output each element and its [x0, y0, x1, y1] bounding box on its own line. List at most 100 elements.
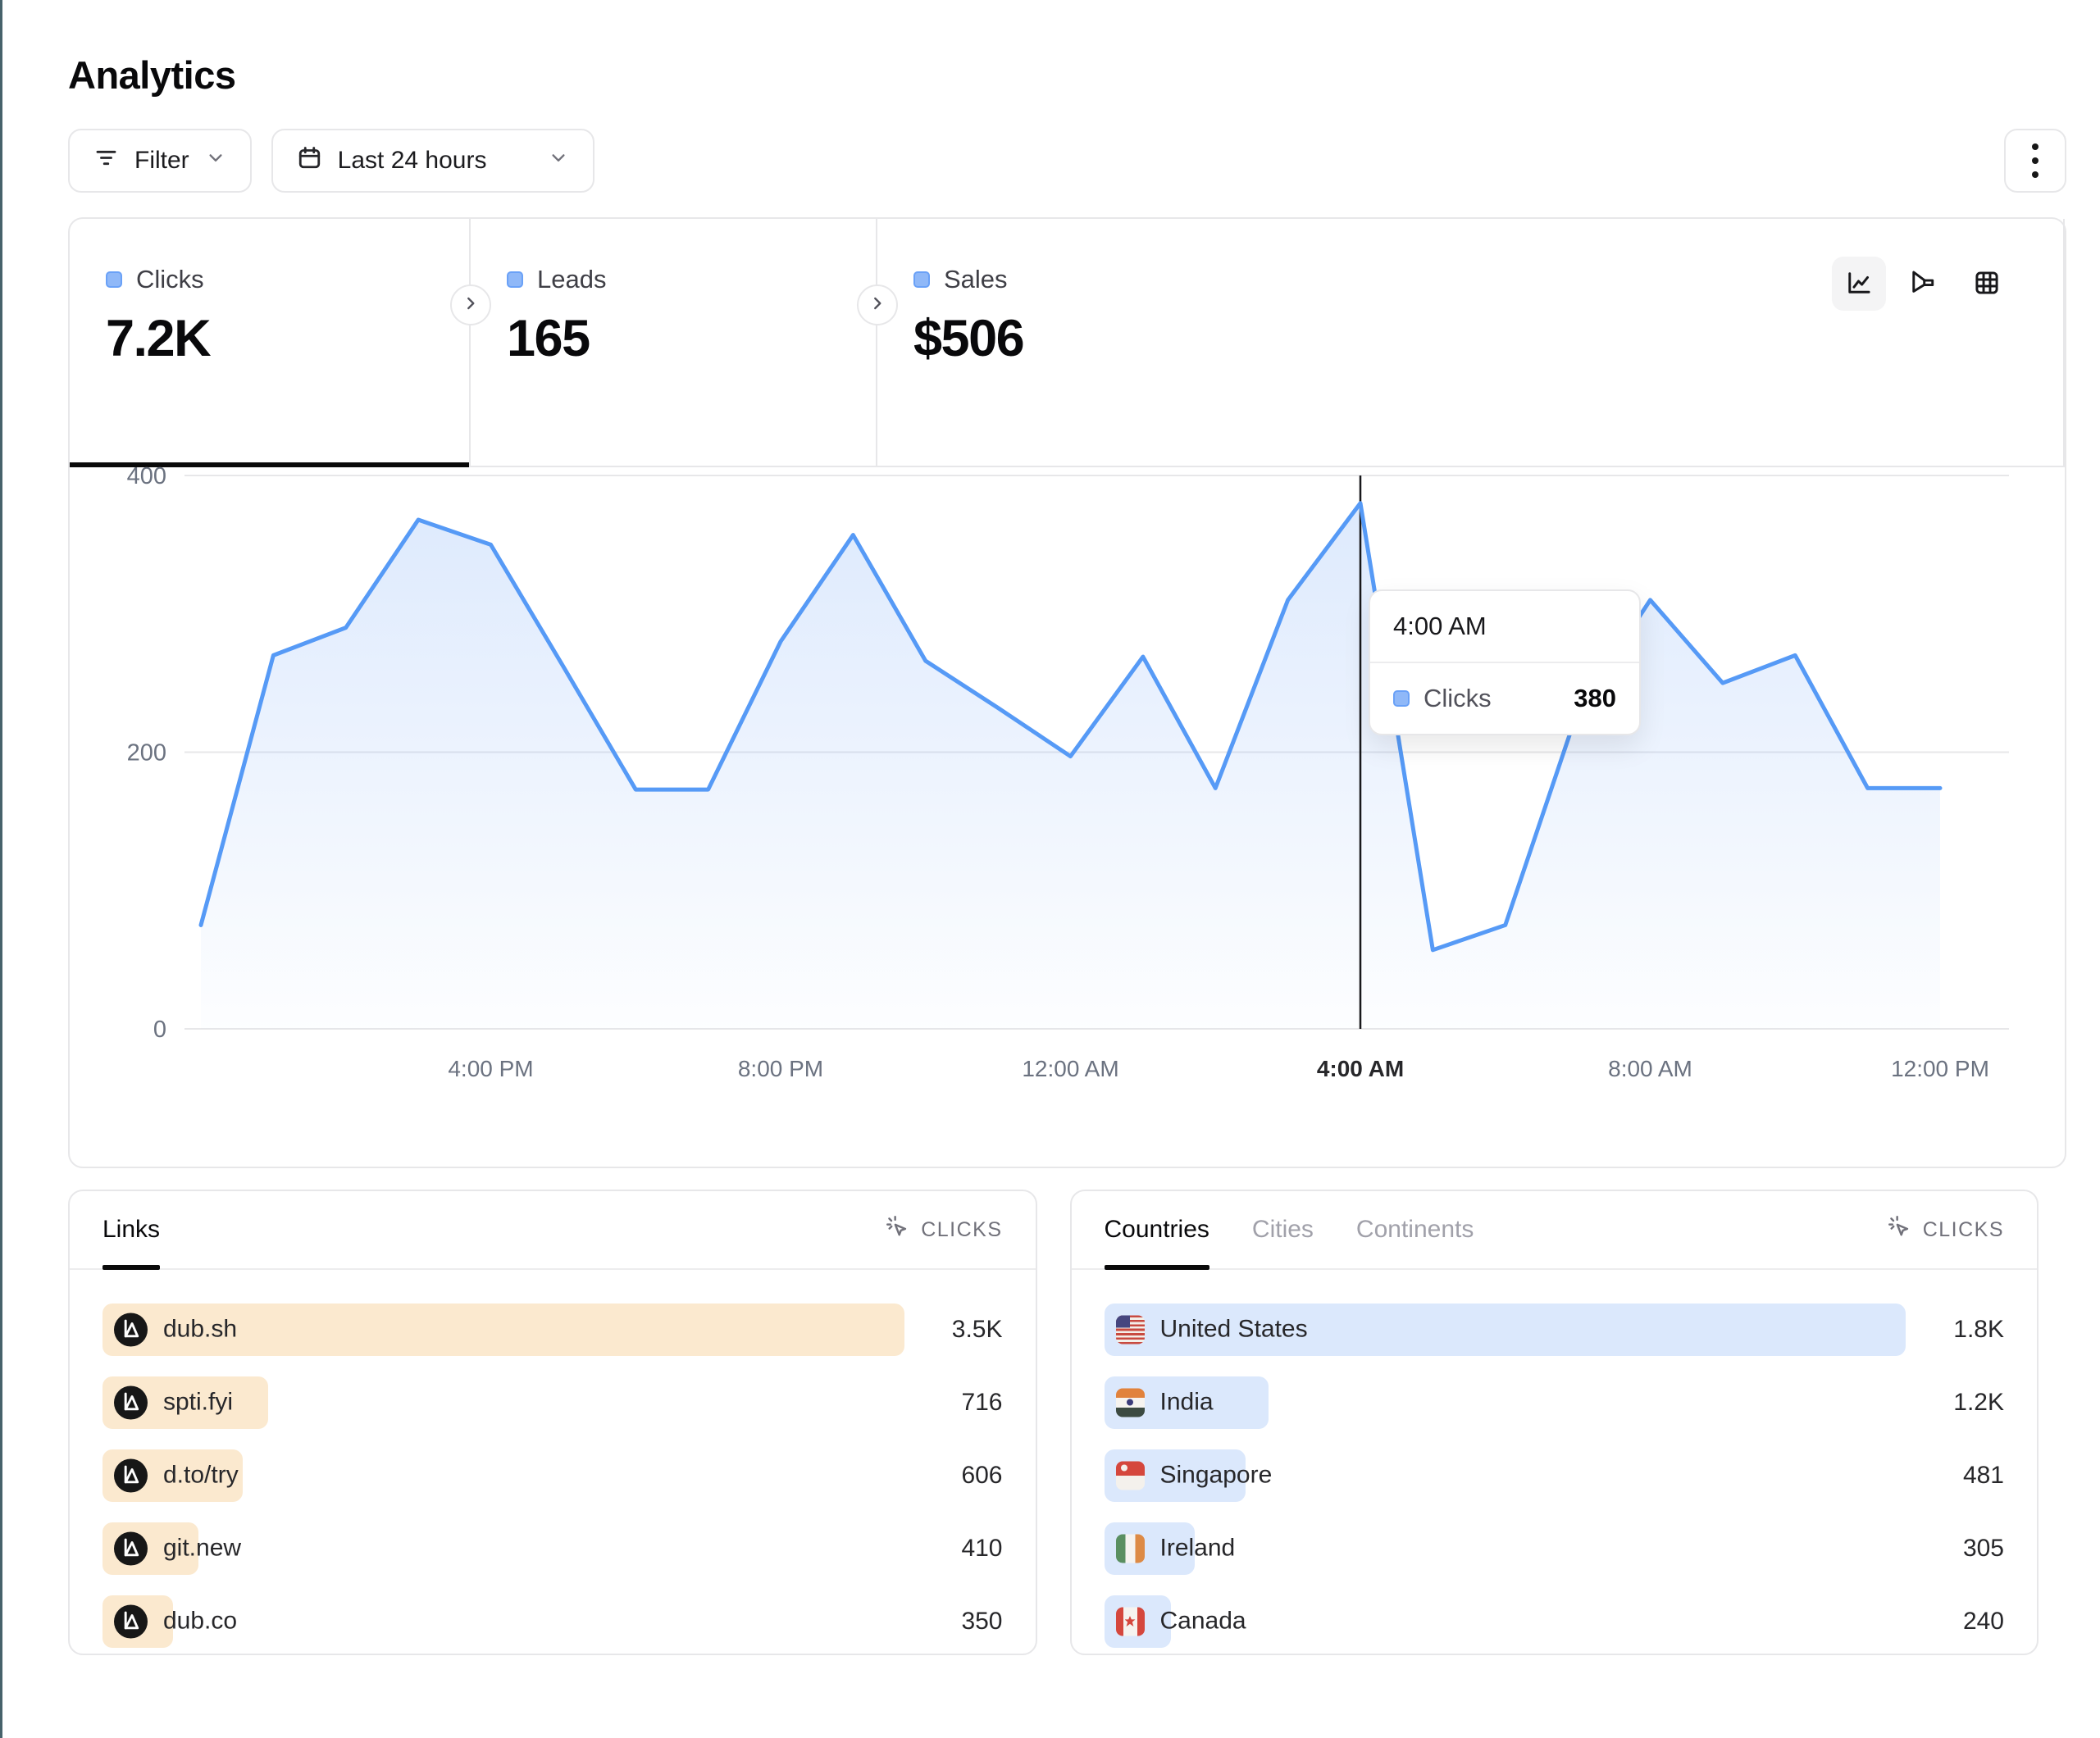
geo-tab[interactable]: Cities: [1251, 1216, 1314, 1243]
stat-divider-chevron-button[interactable]: [450, 284, 491, 325]
x-tick-label: 4:00 AM: [1317, 1056, 1404, 1081]
x-tick-label: 8:00 AM: [1608, 1056, 1692, 1081]
stat-tab-leads[interactable]: Leads 165: [471, 219, 877, 466]
x-tick-label: 12:00 AM: [1022, 1056, 1118, 1081]
filter-button-label: Filter: [134, 147, 189, 174]
date-range-button[interactable]: Last 24 hours: [271, 129, 594, 193]
stat-tab-clicks[interactable]: Clicks 7.2K: [70, 219, 471, 467]
analytics-chart-card: Clicks 7.2K Leads 165 Sales $506: [68, 217, 2066, 1168]
link-row[interactable]: dub.co 350: [102, 1585, 1003, 1654]
link-clicks-value: 410: [961, 1534, 1003, 1562]
clicks-area-fill: [201, 503, 1940, 1029]
country-row[interactable]: Ireland 305: [1104, 1512, 2004, 1585]
country-flag-icon: [1115, 1315, 1145, 1344]
link-name: git.new: [163, 1534, 242, 1562]
links-metric-header[interactable]: CLICKS: [885, 1191, 1002, 1268]
links-panel: Links CLICKS: [68, 1190, 1037, 1655]
sales-legend-square: [913, 271, 930, 288]
x-tick-label: 12:00 PM: [1891, 1056, 1989, 1081]
tooltip-value: 380: [1574, 684, 1616, 712]
leads-legend-square: [507, 271, 523, 288]
chevron-down-icon: [204, 146, 227, 175]
tooltip-series-name: Clicks: [1424, 684, 1492, 712]
chevron-down-icon: [547, 146, 570, 175]
table-view-button[interactable]: [1960, 257, 2014, 311]
country-row[interactable]: United States 1.8K: [1104, 1293, 2004, 1366]
link-row[interactable]: dub.sh 3.5K: [102, 1293, 1003, 1366]
kebab-menu-button[interactable]: [2004, 129, 2066, 193]
country-name: Singapore: [1159, 1461, 1273, 1489]
geo-tabs: Countries Cities Continents: [1104, 1191, 1474, 1270]
filter-icon: [93, 144, 120, 178]
link-name: d.to/try: [163, 1461, 239, 1489]
clicks-line: [198, 501, 1943, 953]
countries-panel-header: Countries Cities Continents CLICKS: [1071, 1191, 2037, 1270]
cursor-click-icon: [1887, 1214, 1912, 1245]
stat-value: 7.2K: [106, 310, 212, 367]
x-tick-label: 4:00 PM: [448, 1056, 533, 1081]
country-row[interactable]: India 1.2K: [1104, 1366, 2004, 1439]
link-row[interactable]: git.new 410: [102, 1512, 1003, 1585]
country-clicks-value: 240: [1962, 1607, 2004, 1635]
dub-logo-icon: [114, 1458, 148, 1492]
country-name: India: [1159, 1388, 1214, 1416]
stat-divider-chevron-button[interactable]: [857, 284, 898, 325]
geo-tab[interactable]: Continents: [1355, 1216, 1474, 1243]
country-flag-icon: [1115, 1461, 1145, 1490]
line-chart-icon: [1843, 267, 1875, 301]
link-row[interactable]: spti.fyi 716: [102, 1366, 1003, 1439]
link-clicks-value: 716: [961, 1388, 1003, 1416]
geo-tab[interactable]: Countries: [1104, 1191, 1210, 1270]
stat-label: Sales: [944, 265, 1008, 293]
links-list: dub.sh 3.5K: [70, 1270, 1036, 1654]
link-clicks-value: 350: [961, 1607, 1003, 1635]
country-clicks-bar: [1104, 1303, 1906, 1356]
stats-tabs: Clicks 7.2K Leads 165 Sales $506: [70, 219, 2065, 467]
tab-links[interactable]: Links: [102, 1191, 161, 1270]
link-name: spti.fyi: [163, 1388, 234, 1416]
y-tick-label: 0: [153, 1017, 166, 1043]
stat-label: Clicks: [136, 265, 204, 293]
dub-logo-icon: [114, 1313, 148, 1346]
stat-label: Leads: [537, 265, 607, 293]
dub-logo-icon: [114, 1385, 148, 1419]
y-tick-label: 200: [127, 740, 166, 767]
link-clicks-bar: [102, 1303, 904, 1356]
country-name: Canada: [1159, 1607, 1246, 1635]
country-clicks-value: 1.2K: [1953, 1388, 2004, 1416]
country-flag-icon: [1115, 1534, 1145, 1563]
link-clicks-value: 3.5K: [951, 1315, 1003, 1343]
country-flag-icon: [1115, 1388, 1145, 1417]
chevron-right-icon: [868, 293, 887, 317]
page-title: Analytics: [68, 53, 236, 97]
clicks-legend-square: [106, 271, 122, 288]
date-range-label: Last 24 hours: [337, 147, 487, 174]
country-name: Ireland: [1159, 1534, 1236, 1562]
funnel-view-button[interactable]: [1896, 257, 1950, 311]
tooltip-time-label: 4:00 AM: [1370, 591, 1639, 663]
line-chart-view-button[interactable]: [1832, 257, 1886, 311]
toolbar: Filter Last 24 hours: [68, 129, 2066, 193]
link-name: dub.co: [163, 1607, 238, 1635]
countries-metric-header[interactable]: CLICKS: [1887, 1191, 2004, 1268]
filter-button[interactable]: Filter: [68, 129, 252, 193]
link-name: dub.sh: [163, 1315, 238, 1343]
metric-label: CLICKS: [1922, 1217, 2004, 1241]
stat-value: 165: [507, 310, 590, 367]
stat-tab-sales[interactable]: Sales $506: [877, 219, 2065, 466]
table-grid-icon: [1971, 267, 2002, 301]
cursor-click-icon: [885, 1214, 910, 1245]
country-clicks-value: 1.8K: [1953, 1315, 2004, 1343]
link-row[interactable]: d.to/try 606: [102, 1439, 1003, 1512]
dub-logo-icon: [114, 1604, 148, 1638]
country-row[interactable]: Canada 240: [1104, 1585, 2004, 1654]
x-tick-label: 8:00 PM: [738, 1056, 823, 1081]
tooltip-legend-square: [1393, 690, 1410, 707]
country-name: United States: [1159, 1315, 1308, 1343]
chart-type-switcher: [1832, 257, 2014, 311]
left-edge-divider: [0, 0, 2, 1738]
country-row[interactable]: Singapore 481: [1104, 1439, 2004, 1512]
chart-tooltip: 4:00 AM Clicks 380: [1369, 589, 1641, 735]
countries-list: United States 1.8K India: [1072, 1270, 2038, 1654]
